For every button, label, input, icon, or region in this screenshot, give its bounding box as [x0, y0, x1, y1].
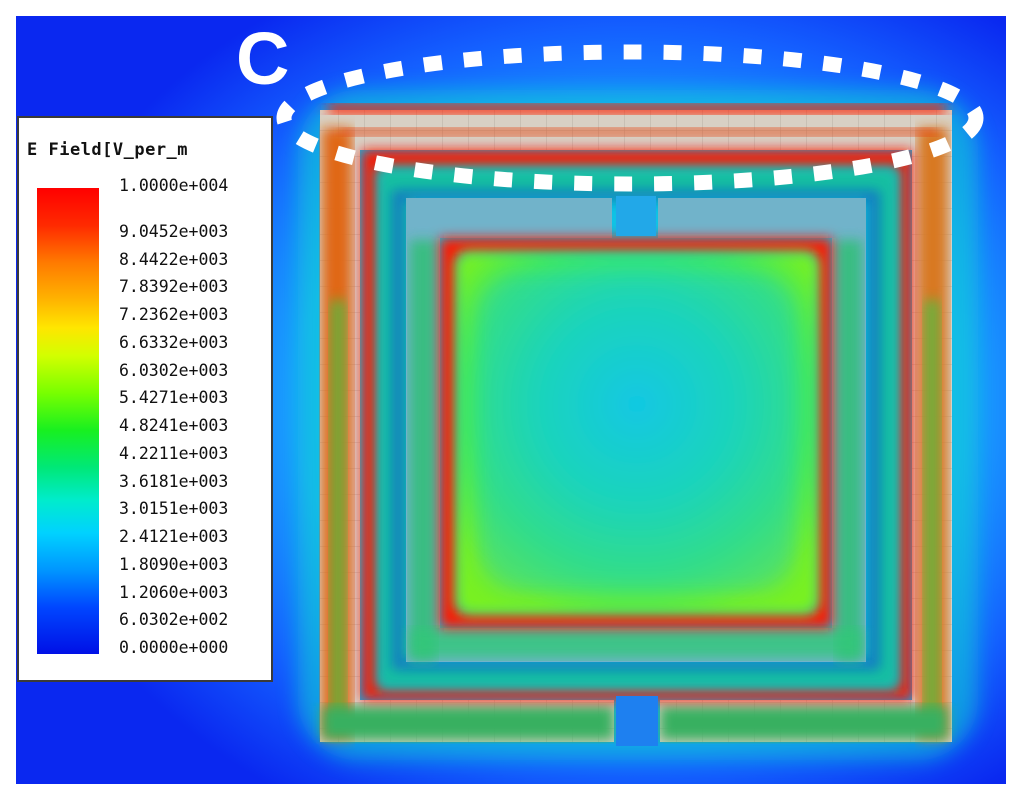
- legend-tick-label: 4.2211e+003: [119, 443, 229, 463]
- color-legend: E Field[V_per_m 1.0000e+004 9.0452e+003 8.…: [17, 116, 273, 682]
- center-core: [478, 274, 796, 592]
- inner-coil-trace: [406, 198, 866, 662]
- legend-tick-label: 6.6332e+003: [119, 332, 229, 352]
- inner-slot: [616, 196, 656, 236]
- panel-label: C: [236, 17, 290, 100]
- legend-tick-label: 0.0000e+000: [119, 638, 229, 657]
- legend-title: E Field[V_per_m: [27, 140, 189, 160]
- legend-tick-label: 6.0302e+002: [119, 610, 229, 630]
- legend-tick-label: 8.4422e+003: [119, 249, 229, 269]
- legend-tick-label: 2.4121e+003: [119, 527, 229, 547]
- outer-coil-trace: [320, 104, 952, 742]
- legend-tick-label: 6.0302e+003: [119, 360, 229, 380]
- legend-tick-label: 7.8392e+003: [119, 277, 229, 297]
- legend-tick-label: 1.2060e+003: [119, 582, 229, 602]
- legend-tick-label: 4.8241e+003: [119, 416, 229, 436]
- legend-tick-label: 1.0000e+004: [119, 176, 229, 195]
- legend-colorbar: [37, 188, 99, 654]
- legend-tick-label: 3.0151e+003: [119, 499, 229, 519]
- legend-tick-label: 9.0452e+003: [119, 222, 229, 241]
- legend-tick-label: 7.2362e+003: [119, 305, 229, 325]
- legend-tick-label: 5.4271e+003: [119, 388, 229, 408]
- highlight-ellipse: [276, 44, 984, 192]
- legend-tick-label: 3.6181e+003: [119, 471, 229, 491]
- legend-tick-label: 1.8090e+003: [119, 554, 229, 574]
- outer-slot: [616, 696, 658, 746]
